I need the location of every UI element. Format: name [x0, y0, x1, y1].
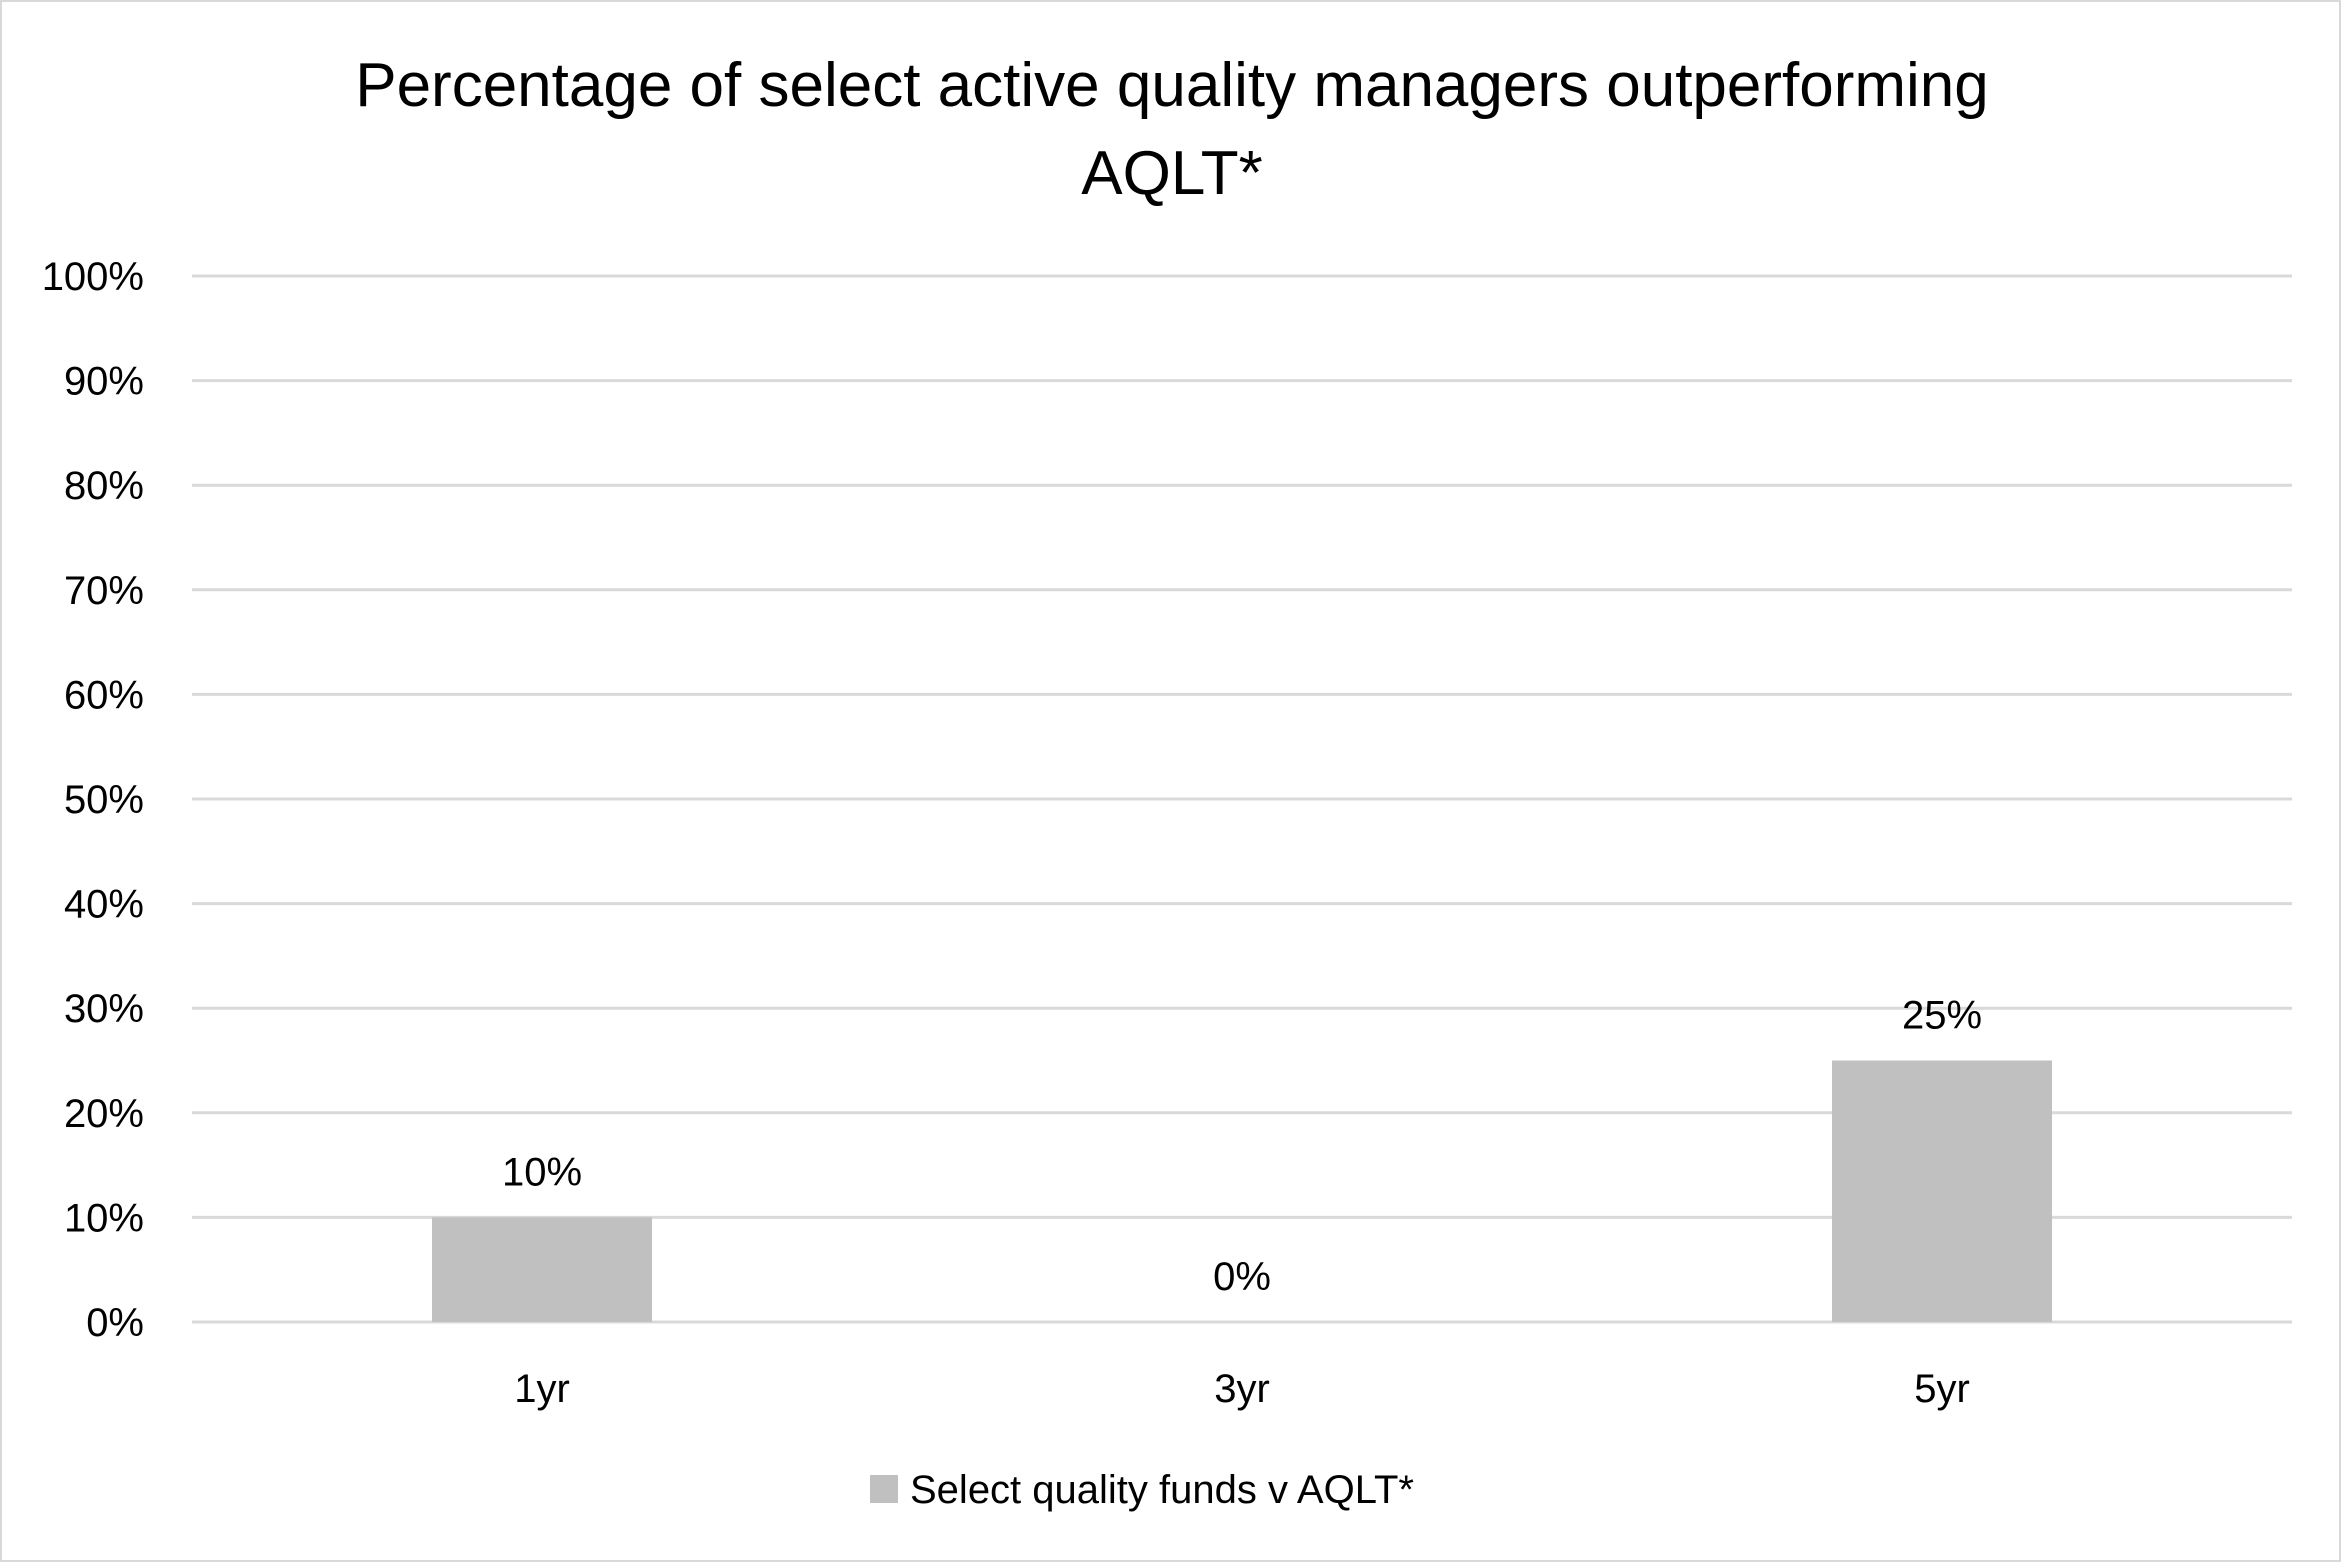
y-tick-label: 70% [64, 569, 144, 613]
data-labels: 10% 0% 25% [502, 994, 1982, 1300]
y-tick-label: 80% [64, 464, 144, 508]
legend: Select quality funds v AQLT* [870, 1468, 1414, 1512]
chart-title-line-1: Percentage of select active quality mana… [355, 51, 1989, 120]
y-tick-label: 90% [64, 360, 144, 404]
x-tick-label-3yr: 3yr [1214, 1367, 1270, 1411]
x-tick-label-1yr: 1yr [514, 1367, 570, 1411]
x-axis-tick-labels: 1yr 3yr 5yr [514, 1367, 1970, 1411]
x-tick-label-5yr: 5yr [1914, 1367, 1970, 1411]
y-axis-tick-labels: 0% 10% 20% 30% 40% 50% 60% 70% 80% 90% 100% [42, 255, 144, 1345]
bar-1yr [432, 1217, 652, 1322]
chart-title-line-2: AQLT* [1081, 139, 1262, 208]
data-label-3yr: 0% [1213, 1255, 1271, 1299]
y-tick-label: 30% [64, 987, 144, 1031]
data-label-1yr: 10% [502, 1150, 582, 1194]
y-tick-label: 100% [42, 255, 144, 299]
y-tick-label: 40% [64, 883, 144, 927]
y-tick-label: 10% [64, 1196, 144, 1240]
bar-5yr [1832, 1060, 2052, 1322]
data-label-5yr: 25% [1902, 994, 1982, 1038]
legend-swatch [870, 1475, 898, 1503]
legend-label: Select quality funds v AQLT* [910, 1468, 1414, 1512]
y-tick-label: 50% [64, 778, 144, 822]
y-tick-label: 20% [64, 1092, 144, 1136]
chart-title: Percentage of select active quality mana… [355, 51, 1989, 208]
y-tick-label: 60% [64, 673, 144, 717]
y-tick-label: 0% [86, 1301, 144, 1345]
bar-series [432, 1060, 2052, 1322]
